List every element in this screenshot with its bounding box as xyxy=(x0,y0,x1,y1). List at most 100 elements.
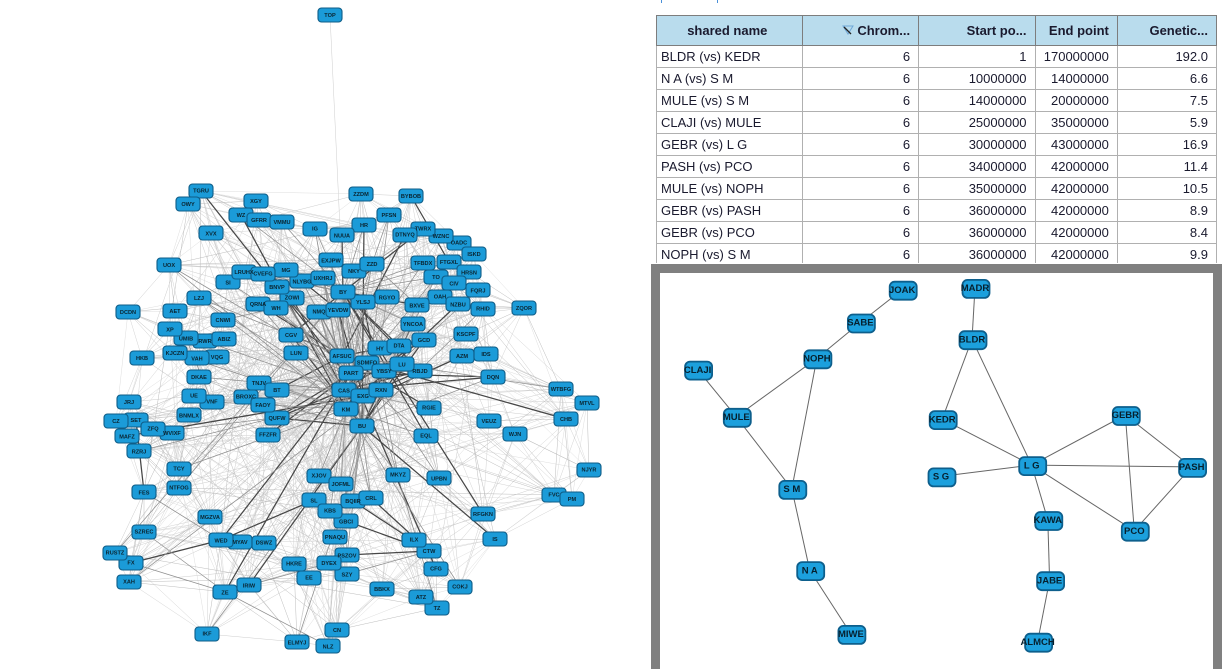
svg-text:XAH: XAH xyxy=(123,580,135,586)
svg-text:DQN: DQN xyxy=(487,375,499,381)
svg-text:AET: AET xyxy=(169,309,181,315)
svg-text:MULE: MULE xyxy=(723,412,750,423)
svg-text:LZJ: LZJ xyxy=(194,296,204,302)
svg-text:BT: BT xyxy=(273,388,281,394)
svg-text:DTNYQ: DTNYQ xyxy=(395,233,415,239)
svg-text:YEVDW: YEVDW xyxy=(328,308,349,314)
svg-text:TOP: TOP xyxy=(324,13,336,19)
svg-text:BNVP: BNVP xyxy=(269,285,285,291)
svg-text:SABE: SABE xyxy=(847,318,873,329)
svg-text:ATZ: ATZ xyxy=(416,595,427,601)
svg-text:NZBU: NZBU xyxy=(450,302,466,308)
svg-text:ZZD: ZZD xyxy=(367,262,378,268)
svg-text:ALMCH: ALMCH xyxy=(1020,637,1054,648)
svg-text:CLAJI: CLAJI xyxy=(684,365,711,376)
svg-text:AFSUC: AFSUC xyxy=(332,354,351,360)
svg-text:ZQOR: ZQOR xyxy=(516,306,532,312)
svg-text:RZRJ: RZRJ xyxy=(132,449,147,455)
svg-text:VAH: VAH xyxy=(191,356,202,362)
svg-text:DKAE: DKAE xyxy=(191,375,207,381)
svg-text:HRSN: HRSN xyxy=(461,270,477,276)
svg-text:BROXC: BROXC xyxy=(236,395,256,401)
svg-text:BYBOB: BYBOB xyxy=(401,194,421,200)
svg-text:LUN: LUN xyxy=(290,351,302,357)
svg-text:NTFOG: NTFOG xyxy=(169,486,189,492)
svg-text:HR: HR xyxy=(360,223,368,229)
svg-text:PART: PART xyxy=(344,371,359,377)
svg-text:HKB: HKB xyxy=(136,356,148,362)
svg-text:VMMU: VMMU xyxy=(273,220,290,226)
svg-text:QUFW: QUFW xyxy=(268,416,286,422)
svg-text:DSWZ: DSWZ xyxy=(256,541,273,547)
svg-text:CFG: CFG xyxy=(430,567,442,573)
svg-text:BLDR: BLDR xyxy=(959,334,986,345)
svg-text:RXN: RXN xyxy=(375,388,387,394)
svg-text:MYAV: MYAV xyxy=(232,540,248,546)
svg-text:S G: S G xyxy=(933,472,949,483)
svg-text:WH: WH xyxy=(271,306,280,312)
svg-text:GBCI: GBCI xyxy=(339,519,353,525)
svg-text:TNJV: TNJV xyxy=(252,381,267,387)
svg-text:YLSJ: YLSJ xyxy=(356,300,370,306)
svg-text:ZE: ZE xyxy=(221,590,228,596)
svg-text:MTVL: MTVL xyxy=(579,401,595,407)
svg-text:JABE: JABE xyxy=(1037,575,1062,586)
svg-text:FVC: FVC xyxy=(548,493,559,499)
svg-text:KAWA: KAWA xyxy=(1034,515,1063,526)
svg-text:CZ: CZ xyxy=(112,419,120,425)
svg-text:YNCOA: YNCOA xyxy=(403,322,423,328)
svg-text:IS: IS xyxy=(492,537,498,543)
svg-text:JOFML: JOFML xyxy=(332,482,352,488)
svg-text:PFSN: PFSN xyxy=(382,213,397,219)
svg-text:OAH: OAH xyxy=(434,295,446,301)
svg-text:SI: SI xyxy=(225,280,231,286)
svg-text:TO: TO xyxy=(432,275,440,281)
svg-text:OADC: OADC xyxy=(451,241,467,247)
svg-text:UOX: UOX xyxy=(163,263,175,269)
svg-text:WJN: WJN xyxy=(509,432,521,438)
svg-text:WVIXF: WVIXF xyxy=(163,431,181,437)
svg-text:PCO: PCO xyxy=(1124,526,1145,537)
svg-text:PNAQU: PNAQU xyxy=(325,535,345,541)
svg-text:TCY: TCY xyxy=(173,467,184,473)
svg-text:MG: MG xyxy=(281,268,290,274)
svg-text:CIV: CIV xyxy=(449,281,459,287)
svg-text:WTBFG: WTBFG xyxy=(551,387,572,393)
svg-text:MGZVA: MGZVA xyxy=(200,515,220,521)
svg-text:RWR: RWR xyxy=(198,339,211,345)
svg-text:SDMFO: SDMFO xyxy=(357,361,378,367)
svg-text:NKY: NKY xyxy=(348,269,360,275)
svg-text:UPBN: UPBN xyxy=(431,476,447,482)
svg-text:MAFZ: MAFZ xyxy=(119,434,135,440)
svg-text:PM: PM xyxy=(568,497,577,503)
svg-text:ISKD: ISKD xyxy=(467,252,480,258)
svg-text:HY: HY xyxy=(376,346,384,352)
svg-text:MIWE: MIWE xyxy=(838,629,864,640)
svg-text:AZM: AZM xyxy=(456,354,468,360)
svg-text:WZ: WZ xyxy=(237,213,246,219)
svg-text:RGYO: RGYO xyxy=(379,296,396,302)
svg-text:DYEX: DYEX xyxy=(321,561,337,567)
svg-text:HKRE: HKRE xyxy=(286,562,302,568)
svg-text:CGV: CGV xyxy=(285,333,297,339)
svg-text:WED: WED xyxy=(214,538,227,544)
svg-text:ZOWI: ZOWI xyxy=(285,296,300,302)
svg-text:CVEFG: CVEFG xyxy=(253,272,272,278)
svg-text:ILX: ILX xyxy=(410,538,419,544)
svg-text:NLZ: NLZ xyxy=(323,644,334,650)
svg-text:N A: N A xyxy=(802,565,818,576)
svg-text:LU: LU xyxy=(398,362,405,368)
svg-text:ABIZ: ABIZ xyxy=(217,337,231,343)
svg-text:BBKX: BBKX xyxy=(374,587,390,593)
svg-text:CHB: CHB xyxy=(560,417,572,423)
svg-text:GCD: GCD xyxy=(418,338,430,344)
svg-text:OWY: OWY xyxy=(181,202,195,208)
svg-text:TZ: TZ xyxy=(434,606,441,612)
svg-text:MADR: MADR xyxy=(961,283,990,294)
svg-text:ZZDM: ZZDM xyxy=(353,192,369,198)
svg-text:KEDR: KEDR xyxy=(929,414,956,425)
svg-text:VQG: VQG xyxy=(211,355,223,361)
svg-text:UXHRJ: UXHRJ xyxy=(314,276,333,282)
svg-text:XGY: XGY xyxy=(250,199,262,205)
svg-text:TFBDX: TFBDX xyxy=(414,261,433,267)
